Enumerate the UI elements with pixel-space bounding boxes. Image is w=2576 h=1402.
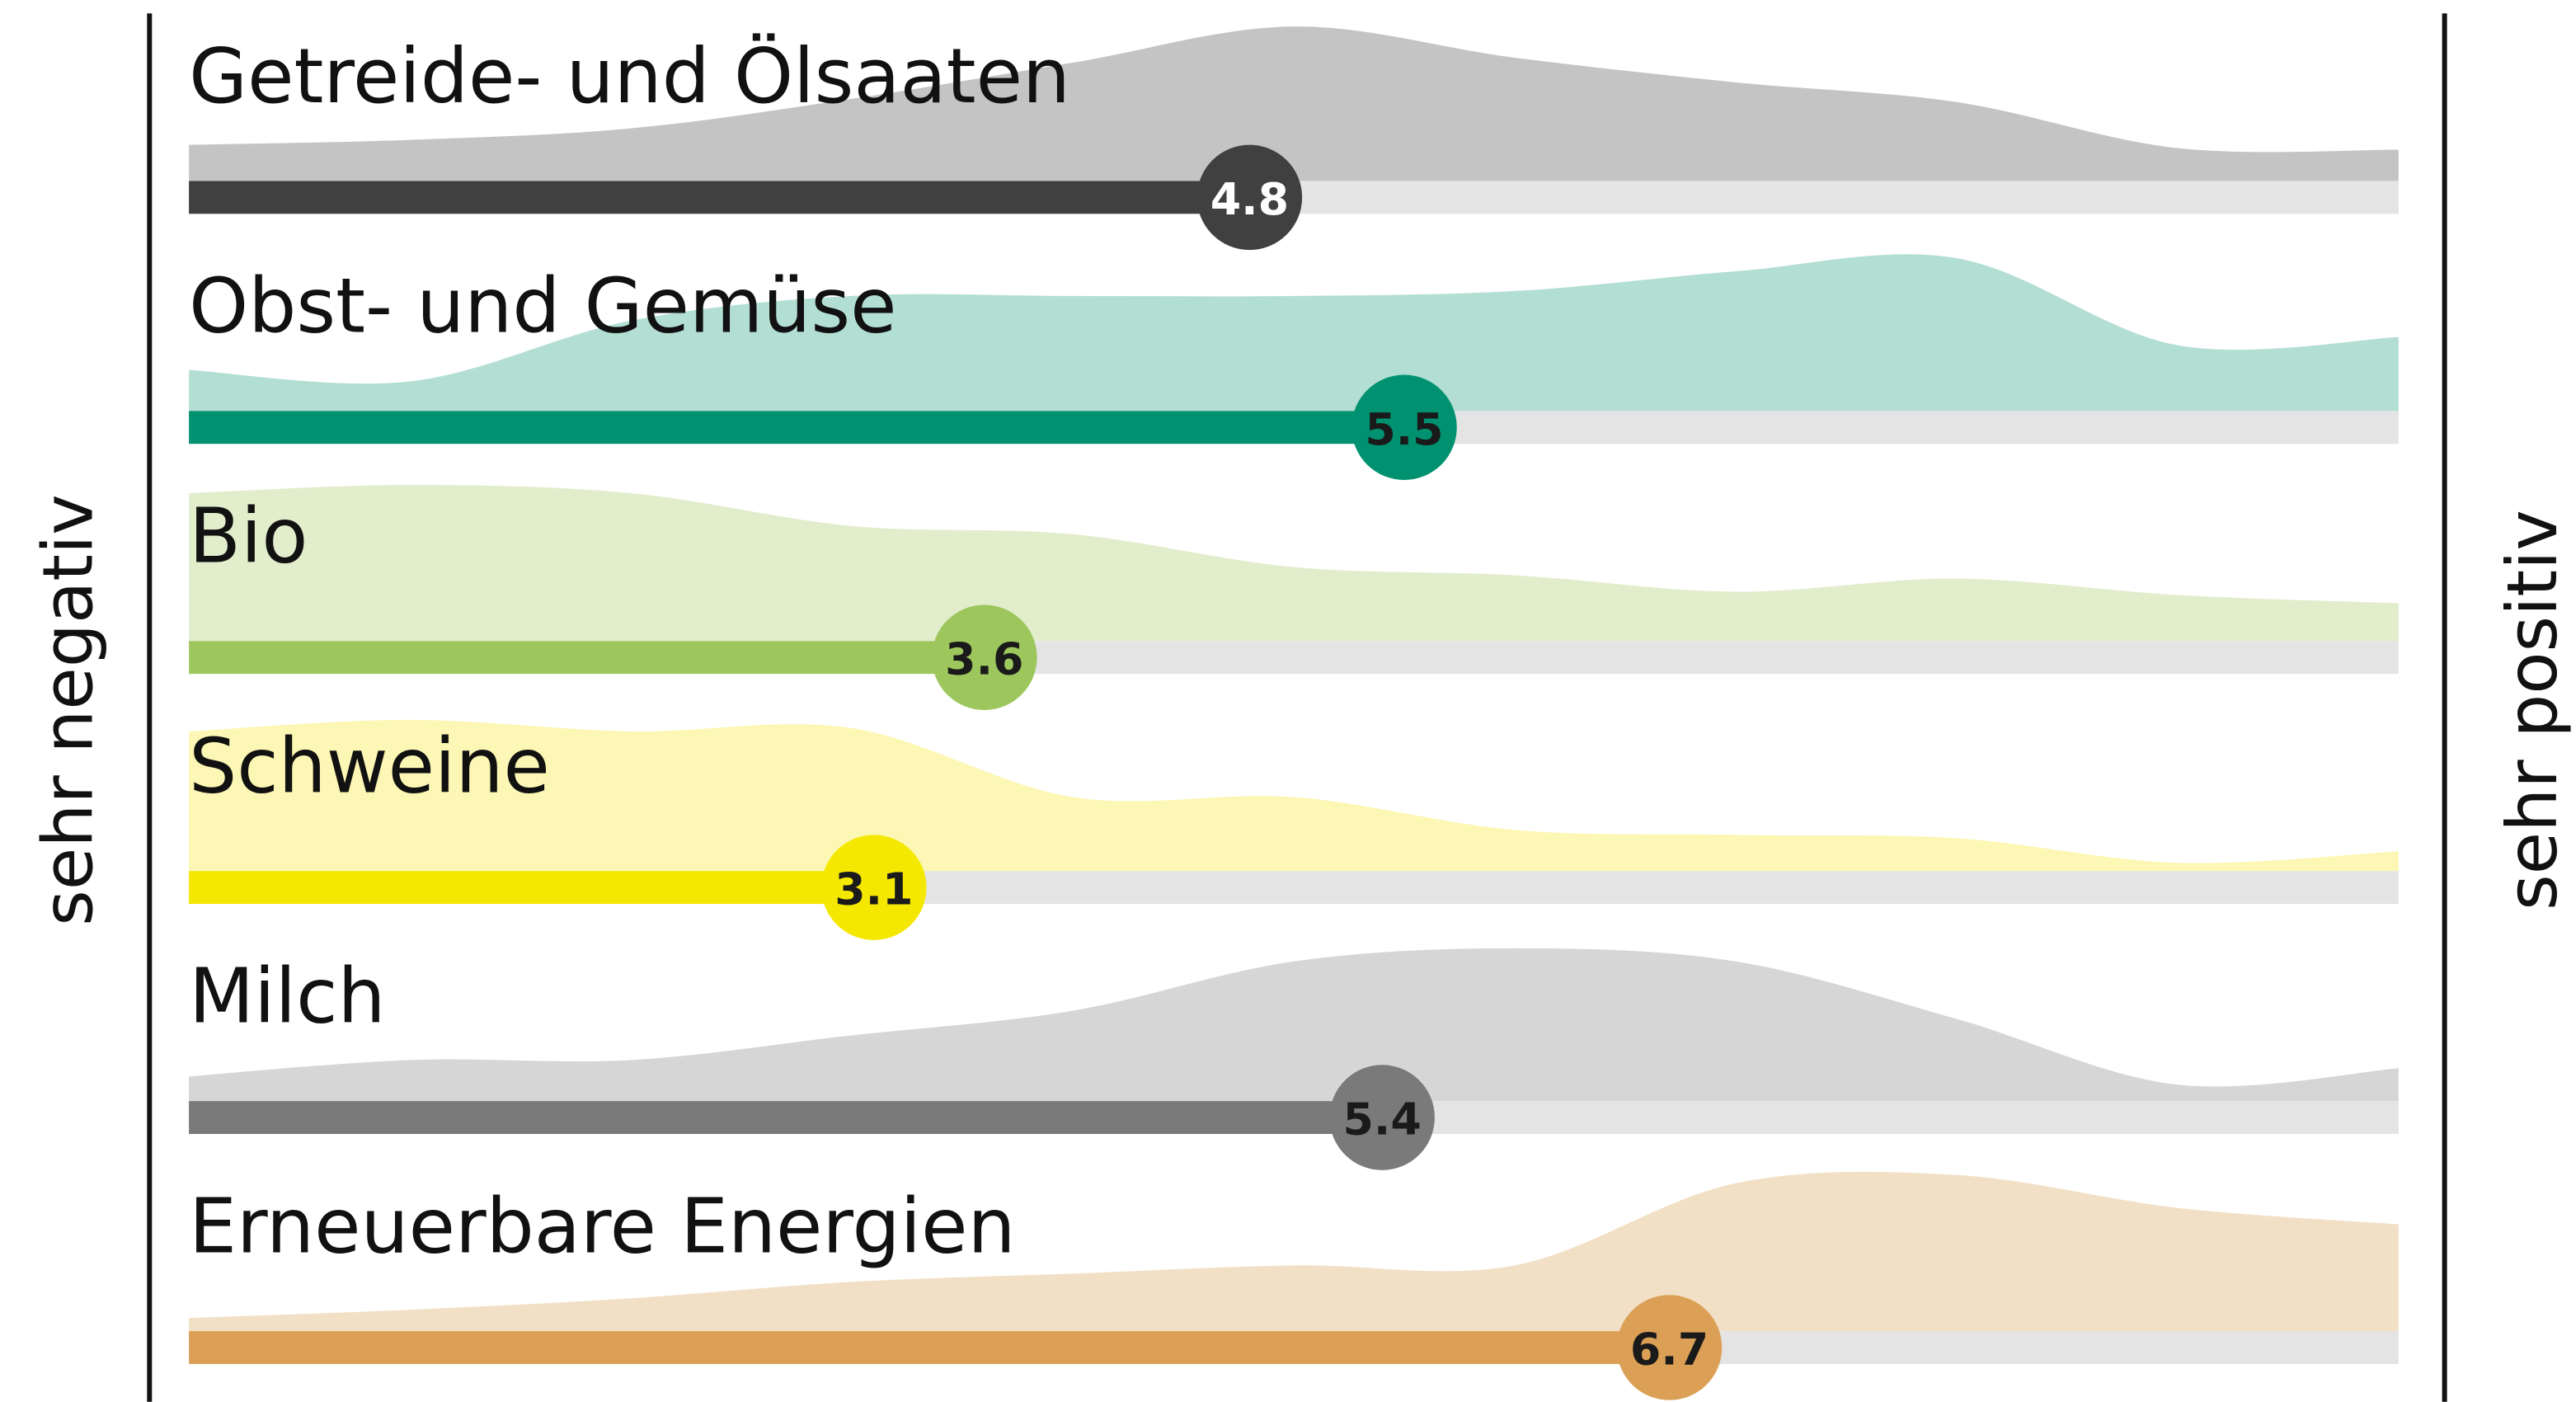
value-dot	[1351, 374, 1457, 481]
distribution-area	[189, 719, 2399, 872]
bar	[189, 871, 874, 905]
value-label: 5.4	[1343, 1094, 1422, 1146]
row-title: Milch	[189, 953, 385, 1041]
value-label: 4.8	[1210, 173, 1289, 225]
right-label: sehr positiv	[2492, 510, 2573, 910]
distribution-area	[189, 26, 2399, 181]
value-label: 3.6	[945, 633, 1023, 685]
value-label: 3.1	[834, 863, 913, 915]
row-title: Obst- und Gemüse	[189, 262, 896, 350]
value-dot	[1196, 144, 1303, 251]
distribution-area	[189, 948, 2399, 1102]
distribution-area	[189, 1171, 2399, 1332]
value-dot	[1616, 1295, 1723, 1400]
value-label: 6.7	[1630, 1323, 1709, 1375]
row-title: Bio	[189, 492, 308, 581]
row-title: Getreide- und Ölsaaten	[189, 32, 1070, 120]
row-title: Schweine	[189, 722, 550, 811]
left-label: sehr negativ	[28, 494, 109, 925]
bar	[189, 1101, 1383, 1134]
bar	[189, 1331, 1670, 1364]
bar	[189, 411, 1404, 445]
value-label: 5.5	[1365, 403, 1443, 455]
row-title: Erneuerbare Energien	[189, 1182, 1015, 1270]
value-dot	[1329, 1065, 1435, 1170]
distribution-area	[189, 254, 2399, 412]
distribution-area	[189, 485, 2399, 642]
value-dot	[821, 835, 927, 940]
value-dot	[932, 605, 1037, 710]
bar	[189, 181, 1250, 214]
bar	[189, 641, 985, 675]
